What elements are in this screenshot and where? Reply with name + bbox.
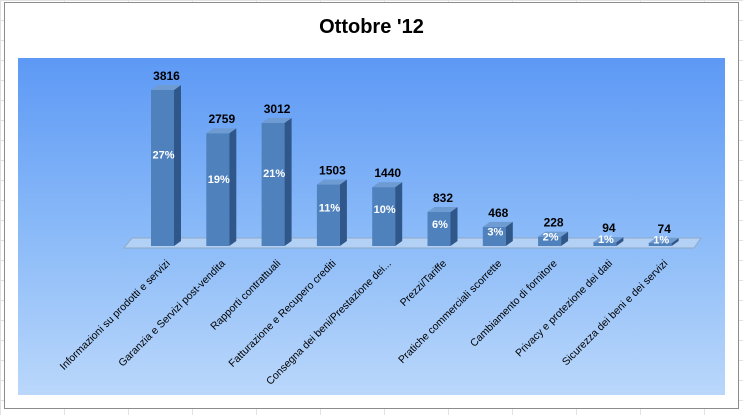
bar-1 <box>151 85 181 246</box>
bar-side <box>229 128 237 246</box>
percent-label: 11% <box>319 203 341 215</box>
value-label: 3012 <box>264 102 291 116</box>
bar-front <box>648 242 672 246</box>
bar-front <box>206 133 230 246</box>
category-label: Prezzi/Tariffe <box>398 258 449 309</box>
bar-side <box>561 231 569 246</box>
percent-label: 3% <box>487 226 503 238</box>
bar-front <box>372 187 396 246</box>
bar-top <box>151 85 181 90</box>
category-label: Privacy e protezione dei dati <box>513 258 615 360</box>
category-label: Garanzia e Servizi post-vendita <box>116 258 228 370</box>
bar-top <box>538 231 569 237</box>
value-label: 228 <box>544 216 564 230</box>
bar-4 <box>316 179 347 246</box>
value-label: 2759 <box>208 112 235 126</box>
bar-front <box>482 226 506 246</box>
value-label: 94 <box>602 221 616 235</box>
value-label: 832 <box>433 191 453 205</box>
bar-side <box>395 182 403 246</box>
bar-9 <box>593 237 624 246</box>
bar-top <box>648 237 679 243</box>
bar-side <box>284 117 292 247</box>
value-label: 1503 <box>319 164 346 178</box>
bar-side <box>174 85 181 246</box>
bar-7 <box>482 221 513 246</box>
bar-side <box>505 221 513 246</box>
bar-top <box>593 237 624 243</box>
bar-front <box>261 122 285 246</box>
percent-label: 19% <box>208 174 230 186</box>
bar-8 <box>538 231 569 246</box>
category-label: Sicurezza dei beni e dei servizi <box>560 258 670 368</box>
bar-side <box>671 237 679 246</box>
bar-top <box>261 117 292 123</box>
bar-top <box>316 179 347 185</box>
plot-area <box>18 58 725 395</box>
bar-10 <box>648 237 679 246</box>
percent-label: 6% <box>432 219 448 231</box>
bar-front <box>538 236 562 246</box>
percent-label: 2% <box>543 231 559 243</box>
bar-3 <box>261 117 292 247</box>
bar-2 <box>206 128 237 246</box>
bar-front <box>151 90 174 246</box>
value-label: 468 <box>488 206 508 220</box>
percent-label: 27% <box>152 150 174 162</box>
bar-side <box>616 237 624 246</box>
value-label: 74 <box>658 222 672 236</box>
percent-label: 21% <box>263 168 285 180</box>
category-label: Consegna dei beni/Prestazione dei... <box>264 258 394 388</box>
bar-top <box>427 206 458 212</box>
bar-6 <box>427 206 458 246</box>
value-label: 1440 <box>374 166 401 180</box>
category-label: Fatturazione e Recupero crediti <box>226 258 338 370</box>
category-label: Informazioni su prodotti e servizi <box>58 258 173 373</box>
bar-top <box>372 182 403 188</box>
bar-front <box>316 184 340 246</box>
bar-side <box>339 179 347 246</box>
bar-top <box>482 221 513 227</box>
bar-front <box>427 211 451 246</box>
value-label: 3816 <box>153 69 180 83</box>
percent-label: 10% <box>374 204 396 216</box>
bar-5 <box>372 182 403 246</box>
bar-top <box>206 128 237 134</box>
bar-front <box>593 242 617 246</box>
bar-side <box>450 206 458 246</box>
chart-title: Ottobre '12 <box>319 16 424 38</box>
percent-label: 1% <box>598 234 614 246</box>
category-label: Pratiche commerciali scorrette <box>396 258 504 366</box>
percent-label: 1% <box>653 234 669 246</box>
